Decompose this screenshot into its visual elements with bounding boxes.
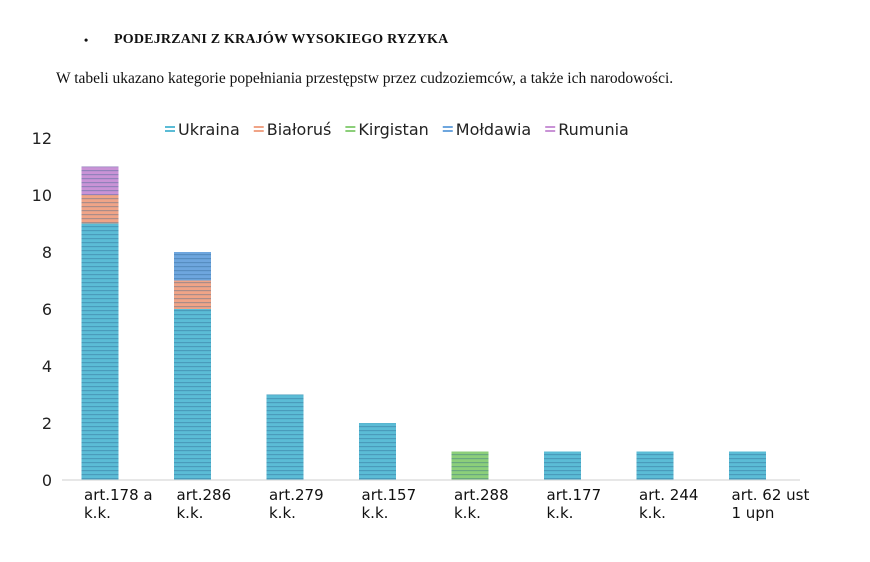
legend-item: Ukraina [165, 120, 240, 139]
bar-segment-texture [636, 451, 674, 480]
x-axis: art.178 ak.k.art.286k.k.art.279k.k.art.1… [62, 479, 810, 522]
x-category-label: 1 upn [732, 504, 775, 522]
bar-segment-texture [359, 423, 396, 480]
y-tick-label: 0 [42, 471, 52, 490]
x-category-label: art.178 a [84, 486, 153, 504]
bar-segment [266, 394, 304, 480]
section-heading: • PODEJRZANI Z KRAJÓW WYSOKIEGO RYZYKA [84, 32, 448, 48]
bar-segment-texture [174, 280, 211, 309]
y-tick-label: 2 [42, 414, 52, 433]
x-category-label: art.177 [547, 486, 602, 504]
bar-segment [729, 451, 766, 480]
x-category-label: k.k. [269, 504, 296, 522]
legend-item: Białoruś [253, 120, 332, 139]
y-tick-label: 6 [42, 300, 52, 319]
bar-segment [81, 223, 119, 480]
bar-segment-texture [266, 394, 304, 480]
x-category-label: k.k. [362, 504, 389, 522]
bar-segment [174, 309, 211, 480]
bar-segment-texture [544, 451, 581, 480]
legend-label: Kirgistan [358, 120, 428, 139]
legend-label: Ukraina [178, 120, 240, 139]
x-category-label: art. 62 ust [732, 486, 810, 504]
x-category-label: k.k. [177, 504, 204, 522]
legend-item: Kirgistan [345, 120, 429, 139]
bar-segment [359, 423, 396, 480]
stacked-bar-chart: Ukraina Białoruś Kirgistan Mołdawia Rumunia … [32, 120, 810, 522]
x-category-label: k.k. [454, 504, 481, 522]
bar-segment [81, 166, 119, 195]
x-category-label: art.286 [177, 486, 232, 504]
x-category-label: k.k. [547, 504, 574, 522]
legend-label: Mołdawia [456, 120, 531, 139]
bar-segment [544, 451, 581, 480]
bar-segment [81, 195, 119, 224]
x-category-label: art.288 [454, 486, 509, 504]
chart-legend: Ukraina Białoruś Kirgistan Mołdawia Rumunia [165, 120, 629, 139]
bar-segment-texture [81, 195, 119, 224]
bar-segment-texture [451, 451, 489, 480]
bar-segment-texture [729, 451, 766, 480]
bar-segment-texture [174, 252, 211, 281]
x-category-label: art. 244 [639, 486, 698, 504]
legend-label: Rumunia [558, 120, 629, 139]
heading-text: PODEJRZANI Z KRAJÓW WYSOKIEGO RYZYKA [114, 32, 449, 47]
bars-group [81, 166, 766, 480]
y-tick-label: 12 [32, 129, 52, 148]
x-category-label: k.k. [639, 504, 666, 522]
bar-segment-texture [81, 166, 119, 195]
bullet-icon: • [84, 32, 89, 47]
y-tick-label: 4 [42, 357, 52, 376]
x-category-label: k.k. [84, 504, 111, 522]
y-tick-label: 10 [32, 186, 52, 205]
bar-segment [636, 451, 674, 480]
bar-segment [174, 252, 211, 281]
bar-segment [451, 451, 489, 480]
bar-segment-texture [174, 309, 211, 480]
legend-item: Rumunia [545, 120, 629, 139]
y-axis: 0 2 4 6 8 10 12 [32, 129, 52, 490]
intro-text: W tabeli ukazano kategorie popełniania p… [56, 70, 674, 87]
legend-item: Mołdawia [442, 120, 531, 139]
bar-segment-texture [81, 223, 119, 480]
x-category-label: art.279 [269, 486, 324, 504]
bar-segment [174, 280, 211, 309]
x-category-label: art.157 [362, 486, 417, 504]
legend-label: Białoruś [267, 120, 332, 139]
y-tick-label: 8 [42, 243, 52, 262]
